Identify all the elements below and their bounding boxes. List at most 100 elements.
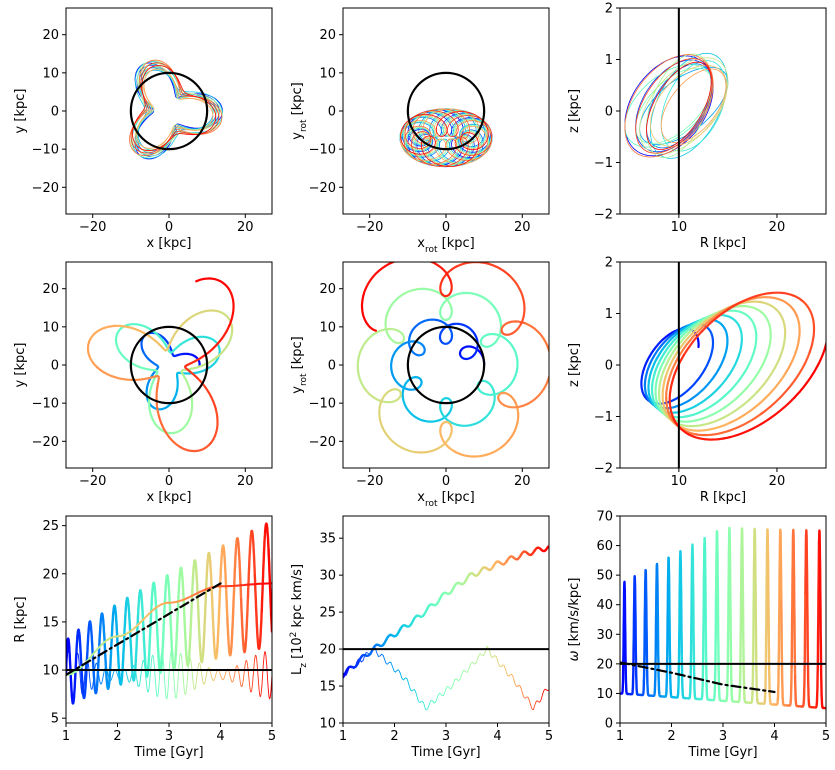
series-line-thin [454,678,459,682]
orbit-line [760,351,811,415]
plot-area [86,277,235,453]
series-line-thin [521,691,526,699]
series-line [222,548,229,620]
series-line-thin [402,677,408,681]
y-tick-label: 40 [596,598,613,613]
x-axis-label: Time [Gyr] [410,745,480,760]
series-line-thin [209,670,214,681]
orbit-line [646,61,712,150]
orbit-line [365,327,400,343]
orbit-line [131,63,220,155]
series-line-thin [497,659,502,668]
orbit-line [400,111,489,167]
y-tick-label: −20 [309,435,336,450]
orbit-line [134,62,223,160]
series-line-thin [539,696,543,703]
x-tick-label: 1 [62,729,70,744]
series-line [632,575,639,695]
y-tick-label: −2 [594,462,613,477]
orbit-line [664,320,708,378]
orbit-line [756,333,787,393]
series-line [790,528,797,678]
x-tick-label: 20 [237,474,254,489]
series-line-thin [513,679,518,687]
series-line-thin [524,696,529,699]
x-tick-label: −20 [79,474,106,489]
x-tick-label: 0 [165,474,173,489]
series-line [711,597,718,702]
series-line-thin [254,654,259,678]
y-tick-label: 1 [605,53,613,68]
orbit-line [701,370,747,412]
series-line-thin [89,679,94,690]
x-tick-label: 20 [769,474,786,489]
series-line-thin [507,673,513,677]
orbit-line [483,386,496,420]
y-tick-label: 10 [596,687,613,702]
orbit-line [96,366,133,381]
x-tick-label: 5 [822,729,830,744]
orbit-line [170,351,176,358]
orbit-line [793,339,826,399]
orbit-line [378,417,417,454]
panel-xrot-yrot-top: −20 0 20 −20 −10 0 10 20 xrot [kpc] yrot [kpc] [290,7,550,255]
series-line [143,657,150,678]
series-line [229,583,236,655]
reference-circle [129,71,209,151]
series-line-thin [154,676,160,698]
series-line [260,530,267,613]
series-line-thin [230,676,235,683]
y-tick-label: 15 [42,615,59,630]
orbit-line [508,274,526,325]
orbit-line [668,354,685,420]
series-line-thin [435,692,441,703]
orbit-line [356,340,368,389]
orbit-line [650,64,728,147]
series-line [195,571,202,646]
orbit-line [650,373,663,414]
orbit-line [439,265,459,296]
y-tick-label: 25 [319,606,336,621]
orbit-line [189,356,218,370]
y-axis-label: y [kpc] [13,343,28,388]
y-axis-label: z [kpc] [567,343,582,387]
y-tick-label: −2 [594,208,613,223]
orbit-line [130,375,157,381]
series-line [188,575,195,652]
series-line [126,597,133,655]
panel-rz-top: 10 20 −2 −1 0 1 2 R [kpc] z [kpc] [567,2,827,251]
series-line [198,643,205,664]
orbit-line [452,445,504,458]
orbit-line [647,358,658,401]
orbit-line [163,342,173,354]
series-line-thin [503,664,509,677]
series-line-thin [483,645,488,657]
y-tick-label: 20 [319,643,336,658]
series-line-thin [175,661,180,699]
series-line [704,620,711,701]
orbit-line [169,317,191,344]
x-tick-label: 5 [268,729,276,744]
series-line [246,530,253,598]
orbit-line [88,324,117,342]
series-line [191,559,198,579]
series-line [622,580,628,695]
y-tick-label: 10 [42,664,59,679]
orbit-line [392,388,402,402]
series-line [181,581,188,654]
series-line [814,541,821,709]
x-tick-label: −20 [356,474,383,489]
orbit-line [723,314,743,343]
x-tick-label: 2 [667,729,675,744]
panel-xy-top: −20 0 20 −20 −10 0 10 20 x [kpc] y [kpc] [13,7,273,251]
plot-area [129,59,223,160]
orbit-line [165,340,174,354]
orbit-line [674,368,706,400]
orbit-line [441,397,453,409]
x-axis-label: Time [Gyr] [133,745,203,760]
series-line [752,527,759,701]
orbit-line [668,312,718,359]
orbit-line [441,333,454,345]
orbit-line [700,390,759,427]
orbit-line [665,334,696,400]
